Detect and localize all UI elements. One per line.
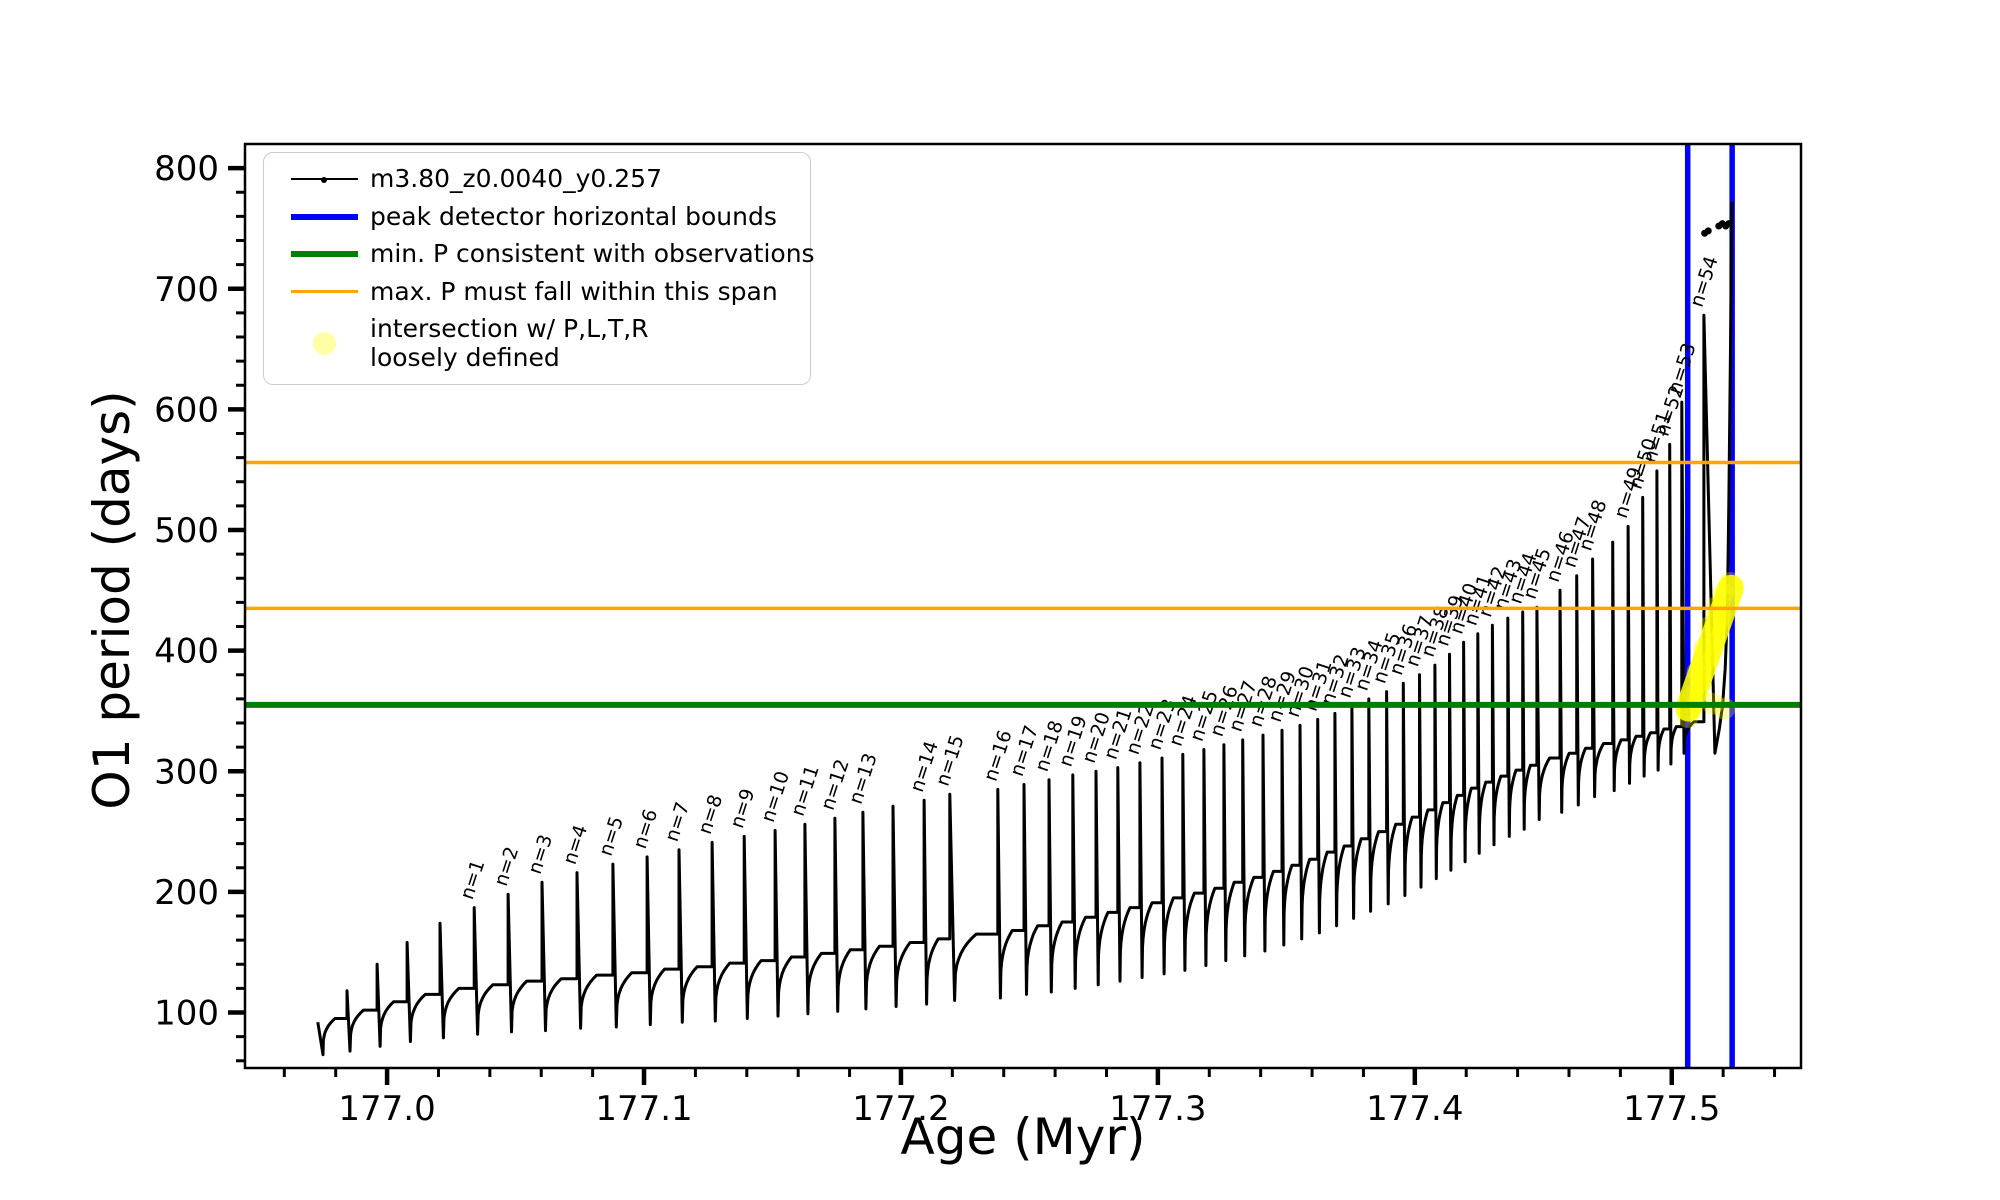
legend-label-max-p: max. P must fall within this span (370, 276, 778, 306)
blue-line-swatch (278, 213, 370, 220)
peak-label: n=4 (559, 822, 592, 867)
legend-item-series: m3.80_z0.0040_y0.257 (278, 164, 796, 194)
peak-label: n=7 (661, 799, 694, 844)
peak-label: n=10 (757, 769, 794, 825)
peak-label: n=2 (490, 844, 523, 889)
peak-label: n=8 (694, 792, 727, 837)
legend-label-series: m3.80_z0.0040_y0.257 (370, 164, 662, 193)
legend-item-peak-bounds: peak detector horizontal bounds (278, 201, 796, 232)
y-axis-label: O1 period (days) (83, 390, 141, 810)
x-axis-label: Age (Myr) (900, 1108, 1146, 1166)
legend-item-min-p: min. P consistent with observations (278, 239, 815, 269)
y-tick-label: 700 (154, 270, 219, 310)
y-tick-label: 800 (154, 149, 219, 189)
legend-item-max-p: max. P must fall within this span (278, 276, 796, 307)
series-line-dot-swatch (278, 177, 370, 184)
dot-marker-icon (321, 177, 327, 184)
x-tick-label: 177.3 (1109, 1089, 1206, 1129)
x-tick-label: 177.0 (338, 1089, 435, 1129)
y-tick-label: 300 (154, 752, 219, 792)
x-tick-label: 177.1 (595, 1089, 692, 1129)
peak-label: n=1 (456, 857, 489, 902)
peak-label: n=53 (1664, 340, 1701, 396)
x-tick-label: 177.2 (852, 1089, 949, 1129)
peak-label: n=12 (817, 756, 854, 812)
y-tick-label: 400 (154, 632, 219, 672)
legend-label-peak-bounds: peak detector horizontal bounds (370, 201, 777, 231)
reference-hlines (245, 460, 1801, 708)
peak-label: n=11 (787, 762, 824, 818)
peak-label: n=9 (726, 786, 759, 831)
series-top-points (1701, 220, 1733, 237)
y-tick-label: 200 (154, 873, 219, 913)
axis-ticks: 177.0 177.1 177.2 177.3 177.4 177.5 100 200 300 4… (154, 149, 1777, 1129)
peak-label: n=3 (524, 832, 557, 877)
y-tick-label: 100 (154, 994, 219, 1034)
green-line-swatch (278, 251, 370, 258)
x-tick-label: 177.5 (1623, 1089, 1720, 1129)
orange-line-swatch (278, 290, 370, 294)
legend-label-intersection: intersection w/ P,L,T,R loosely defined (370, 314, 649, 372)
axes-spines (243, 142, 1803, 1070)
x-tick-label: 177.4 (1366, 1089, 1463, 1129)
legend-label-min-p: min. P consistent with observations (370, 239, 815, 268)
y-tick-label: 500 (154, 511, 219, 551)
peak-label: n=5 (595, 814, 628, 859)
yellow-circle-swatch (278, 332, 370, 355)
legend: m3.80_z0.0040_y0.257 peak detector horiz… (263, 152, 815, 385)
y-tick-label: 600 (154, 390, 219, 430)
peak-label: n=6 (629, 807, 662, 852)
peak-label: n=54 (1686, 253, 1723, 309)
series-line (316, 201, 1734, 1057)
legend-item-intersection: intersection w/ P,L,T,R loosely defined (278, 314, 796, 372)
peak-label: n=13 (845, 750, 882, 806)
